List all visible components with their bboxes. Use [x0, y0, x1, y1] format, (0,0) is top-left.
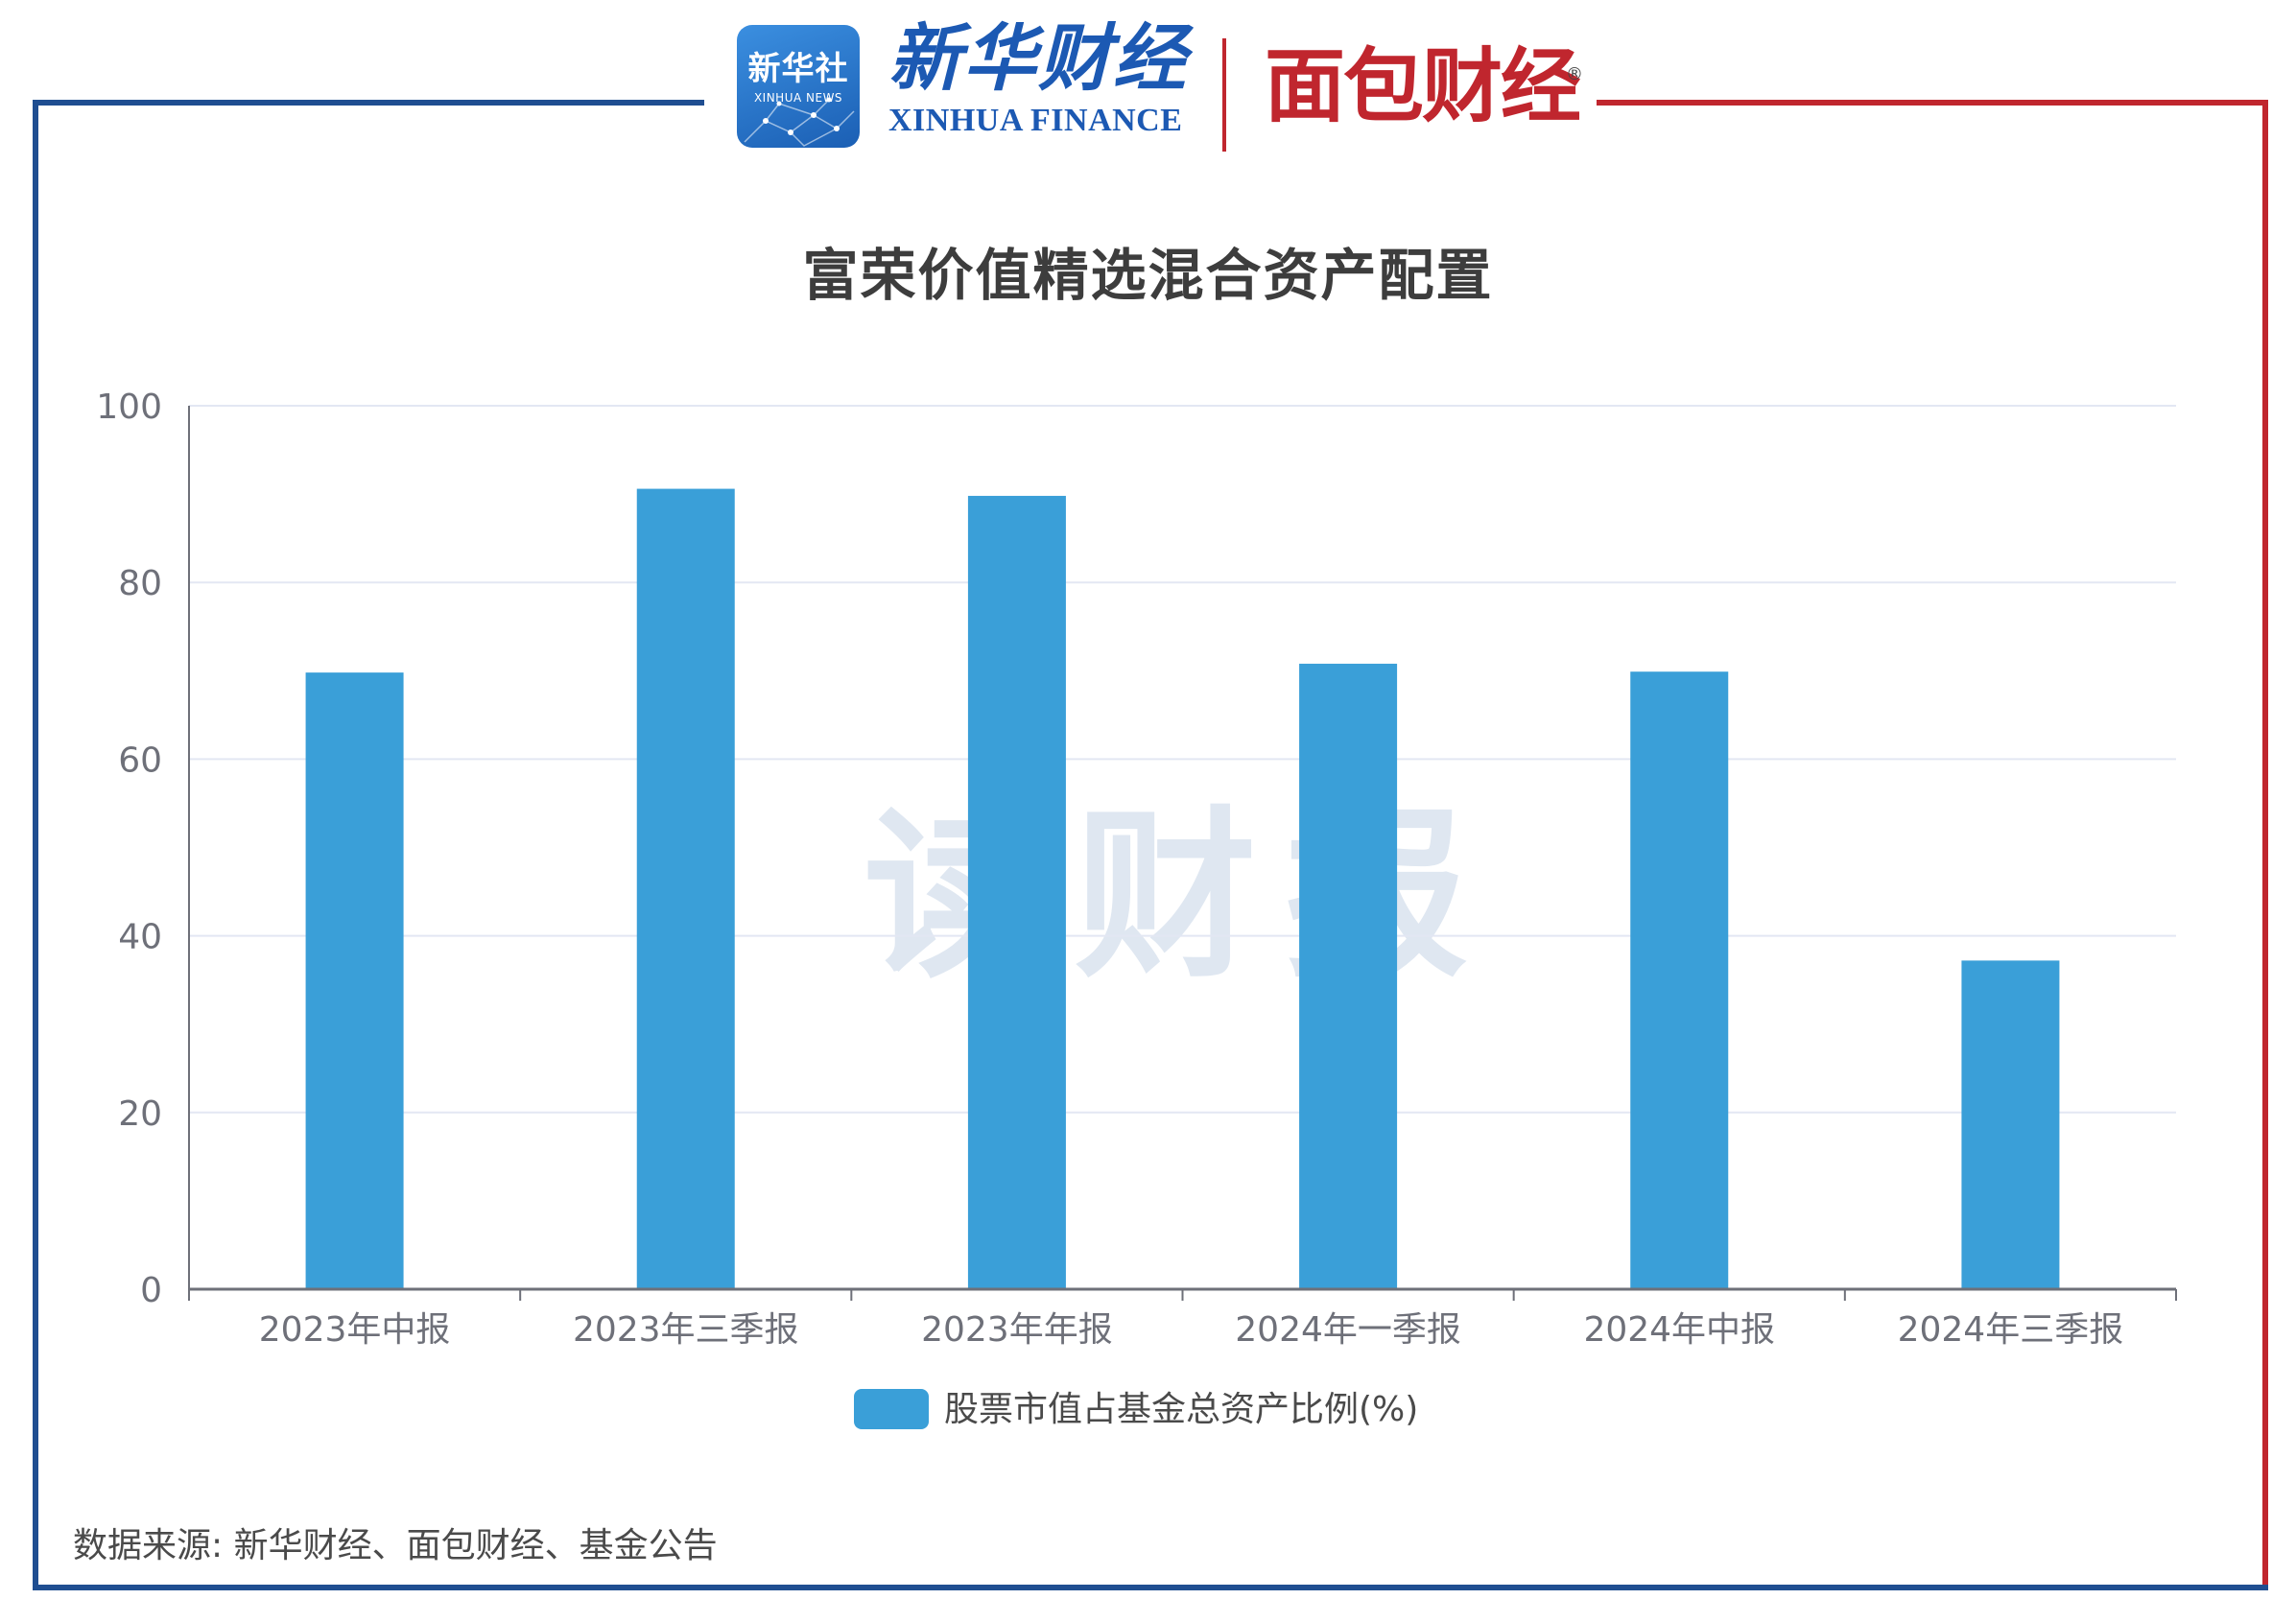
- y-tick-label: 0: [140, 1271, 162, 1310]
- legend: 股票市值占基金总资产比例(%): [854, 1389, 1418, 1429]
- x-tick-label: 2023年三季报: [573, 1310, 799, 1350]
- mianbao-finance-logo: 面包财经 ®: [1265, 38, 1583, 134]
- bars: [305, 488, 2060, 1290]
- bar: [305, 672, 404, 1289]
- registered-mark: ®: [1566, 64, 1583, 84]
- bar: [1630, 671, 1729, 1289]
- legend-swatch[interactable]: [854, 1389, 929, 1429]
- xinhua-finance-logo: 新华财经 XINHUA FINANCE: [888, 15, 1188, 159]
- x-tick-label: 2023年年报: [921, 1310, 1113, 1350]
- x-tick-label: 2023年中报: [259, 1310, 451, 1350]
- x-tick-label: 2024年中报: [1583, 1310, 1775, 1350]
- grid-lines: [189, 405, 2176, 1114]
- bar: [967, 495, 1066, 1289]
- frame-top-left: [33, 100, 704, 106]
- xinhua-news-logo-en: XINHUA NEWS: [753, 91, 843, 105]
- source-note: 数据来源: 新华财经、面包财经、基金公告: [73, 1526, 718, 1565]
- network-globe-icon: [744, 97, 855, 147]
- xinhua-finance-logo-cn: 新华财经: [888, 15, 1188, 101]
- bar: [1299, 663, 1398, 1289]
- axis-labels: 0 20 40 60 80 100 2023年中报 2023年三季报 2023年年报 2024年一…: [96, 388, 2123, 1350]
- frame-left: [33, 100, 38, 1590]
- xinhua-finance-logo-en: XINHUA FINANCE: [888, 103, 1183, 138]
- frame-bottom: [33, 1585, 2268, 1590]
- logo-separator: [1222, 38, 1226, 152]
- bar: [1961, 960, 2060, 1289]
- bar: [636, 488, 735, 1290]
- chart-title: 富荣价值精选混合资产配置: [802, 243, 1494, 308]
- frame-right: [2262, 100, 2268, 1590]
- mianbao-finance-logo-text: 面包财经: [1265, 39, 1581, 133]
- frame-top-right: [1597, 100, 2268, 106]
- y-tick-label: 100: [96, 388, 162, 427]
- y-tick-label: 40: [118, 918, 162, 957]
- legend-label[interactable]: 股票市值占基金总资产比例(%): [944, 1390, 1418, 1429]
- y-tick-label: 60: [118, 741, 162, 780]
- xinhua-news-logo: 新华社 XINHUA NEWS: [737, 25, 860, 148]
- x-tick-label: 2024年三季报: [1898, 1310, 2124, 1350]
- x-tick-label: 2024年一季报: [1235, 1310, 1461, 1350]
- y-tick-label: 20: [118, 1094, 162, 1134]
- y-tick-label: 80: [118, 564, 162, 603]
- axes: [188, 406, 2177, 1301]
- xinhua-news-logo-cn: 新华社: [747, 50, 849, 88]
